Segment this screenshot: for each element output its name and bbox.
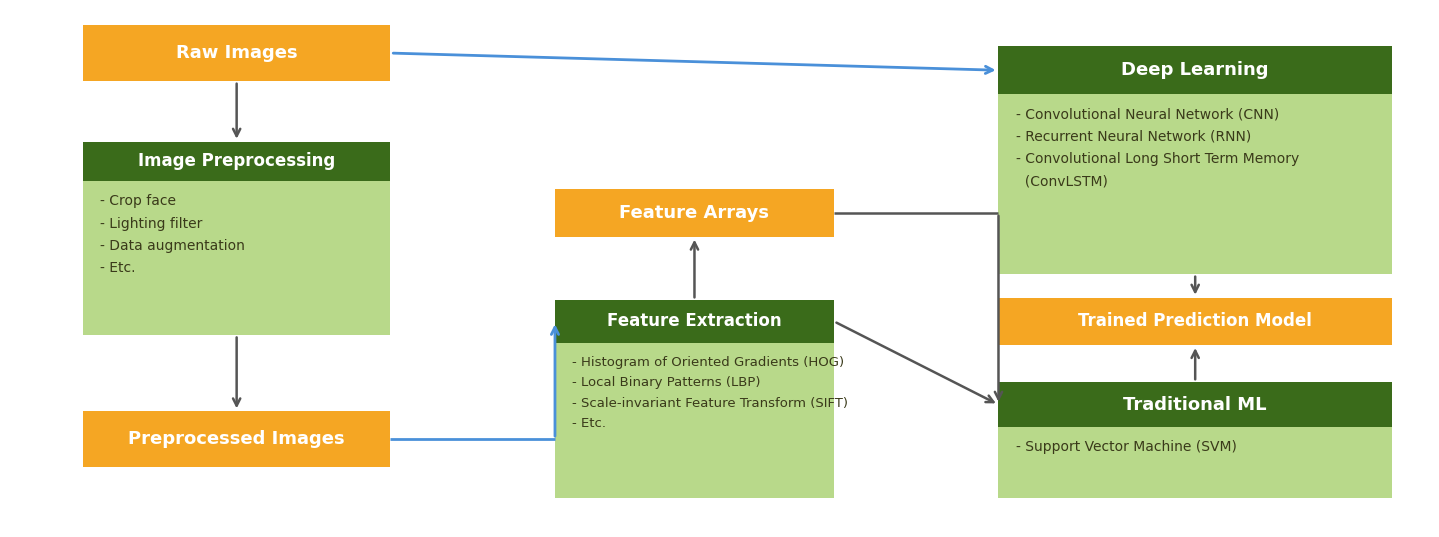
FancyBboxPatch shape	[555, 300, 835, 343]
Text: Feature Arrays: Feature Arrays	[619, 204, 770, 222]
FancyBboxPatch shape	[83, 25, 390, 81]
FancyBboxPatch shape	[999, 94, 1392, 274]
FancyBboxPatch shape	[83, 142, 390, 182]
Text: Image Preprocessing: Image Preprocessing	[138, 153, 335, 170]
FancyBboxPatch shape	[83, 411, 390, 467]
FancyBboxPatch shape	[999, 382, 1392, 427]
FancyBboxPatch shape	[555, 189, 835, 237]
Text: Raw Images: Raw Images	[176, 44, 298, 62]
Text: - Support Vector Machine (SVM): - Support Vector Machine (SVM)	[1016, 440, 1236, 454]
Text: - Convolutional Neural Network (CNN)
- Recurrent Neural Network (RNN)
- Convolut: - Convolutional Neural Network (CNN) - R…	[1016, 107, 1299, 188]
Text: Feature Extraction: Feature Extraction	[607, 313, 781, 330]
Text: Trained Prediction Model: Trained Prediction Model	[1078, 313, 1312, 330]
FancyBboxPatch shape	[83, 182, 390, 335]
Text: - Histogram of Oriented Gradients (HOG)
- Local Binary Patterns (LBP)
- Scale-in: - Histogram of Oriented Gradients (HOG) …	[573, 355, 848, 430]
Text: Deep Learning: Deep Learning	[1121, 61, 1269, 79]
FancyBboxPatch shape	[999, 297, 1392, 345]
FancyBboxPatch shape	[555, 343, 835, 498]
Text: Traditional ML: Traditional ML	[1124, 396, 1266, 413]
FancyBboxPatch shape	[999, 427, 1392, 498]
Text: Preprocessed Images: Preprocessed Images	[128, 430, 345, 448]
FancyBboxPatch shape	[999, 47, 1392, 94]
Text: - Crop face
- Lighting filter
- Data augmentation
- Etc.: - Crop face - Lighting filter - Data aug…	[101, 194, 245, 275]
